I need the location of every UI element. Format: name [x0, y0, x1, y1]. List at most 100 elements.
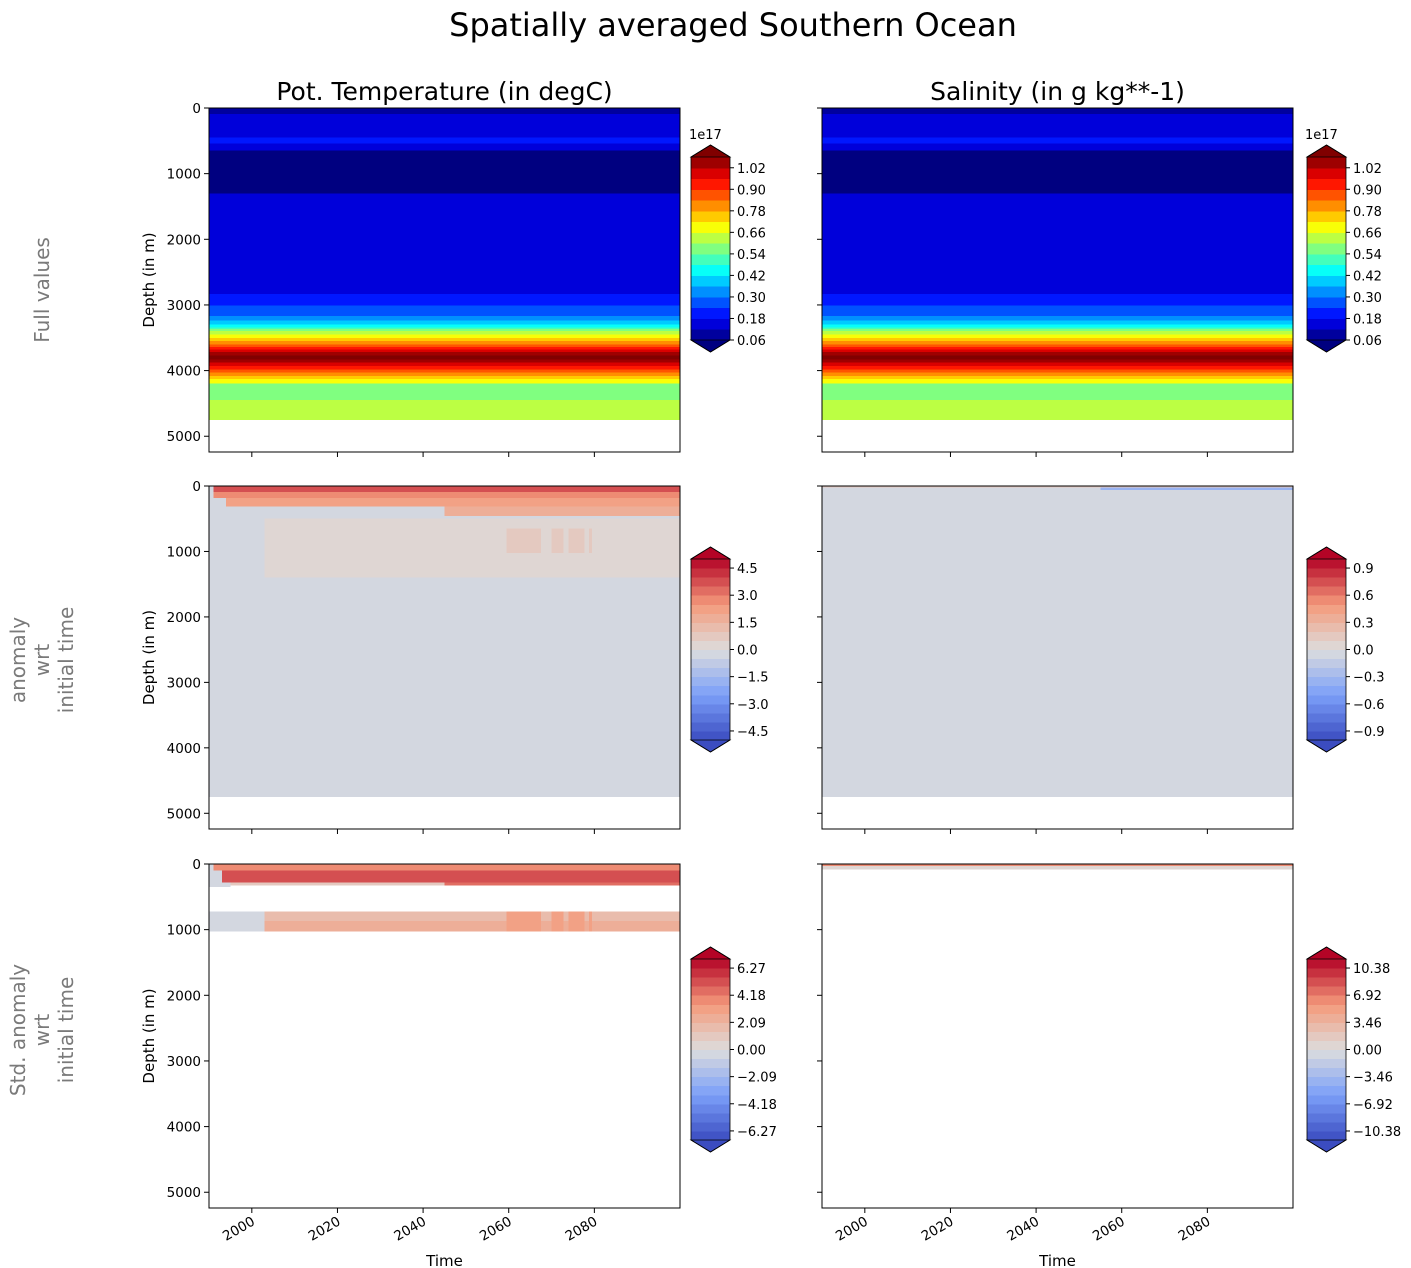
colorbar-extend-min [1305, 739, 1348, 753]
colorbar-band [691, 232, 730, 244]
contour-band [589, 528, 592, 554]
panel-2: 0 1000 2000 3000 4000 5000 Depth (in m) −4.5 −3.… [140, 479, 769, 834]
colorbar-tick-label: 0.54 [1353, 248, 1382, 263]
contour-band [230, 882, 445, 886]
x-tick-label: 2040 [391, 1214, 429, 1245]
colorbar-band [691, 167, 730, 180]
colorbar-extend-max [1305, 144, 1348, 158]
row-label: Full values [30, 237, 54, 343]
colorbar-tick-label: −0.3 [1353, 671, 1385, 686]
row-label: Std. anomalywrtinitial time [6, 964, 78, 1096]
colorbar-band [691, 649, 730, 660]
contour-band [209, 369, 680, 373]
colorbar-band [691, 200, 730, 212]
colorbar-band [691, 577, 730, 587]
contour-band [209, 150, 680, 194]
colorbar-band [1307, 649, 1346, 660]
colorbar-band [1307, 178, 1346, 190]
axes-frame [208, 485, 681, 830]
colorbar-band [691, 1076, 730, 1087]
contour-band [822, 108, 1293, 114]
contour-band [209, 337, 680, 342]
contour-band [213, 486, 680, 492]
contour-band [506, 911, 541, 932]
y-tick-label: 1000 [167, 923, 201, 939]
contour-band [209, 359, 680, 363]
colorbar-tick-label: −4.18 [737, 1098, 777, 1113]
colorbar-band [691, 986, 730, 996]
contour-band [822, 329, 1293, 332]
colorbar-tick-label: 0.0 [1353, 644, 1374, 659]
figure-title: Spatially averaged Southern Ocean [449, 6, 1017, 44]
y-tick-label: 4000 [167, 364, 201, 380]
panels: 0 1000 2000 3000 4000 5000 Pot. Temperature (i… [140, 77, 1401, 1268]
y-axis-label: Depth (in m) [140, 232, 158, 327]
x-tick-label: 2080 [1176, 1214, 1214, 1245]
x-axis-label: Time [425, 1252, 463, 1268]
colorbar-tick-label: 0.78 [737, 205, 766, 220]
colorbar-band [1307, 286, 1346, 298]
colorbar-band [1307, 995, 1346, 1005]
colorbar-tick-label: 4.18 [737, 989, 766, 1004]
colorbar-band [1307, 712, 1346, 723]
contour-band [822, 113, 1293, 138]
colorbar-extend-max [689, 946, 732, 960]
contour-band [209, 362, 680, 366]
colorbar-extend-min [1305, 1139, 1348, 1153]
contour-band [822, 379, 1293, 384]
colorbar-band [1307, 1040, 1346, 1050]
colorbar-band [1307, 307, 1346, 319]
contour-fill [209, 108, 680, 420]
colorbar-offset-label: 1e17 [1305, 128, 1338, 143]
colorbar-band [691, 595, 730, 605]
colorbar-band [1307, 210, 1346, 223]
contour-band [589, 911, 592, 932]
colorbar-tick-label: 0.06 [737, 334, 766, 349]
contour-band [822, 293, 1293, 306]
colorbar-band [1307, 959, 1346, 969]
contour-band [209, 143, 680, 151]
axes-frame [821, 107, 1294, 453]
colorbar-tick-label: 0.66 [1353, 226, 1382, 241]
colorbar-band [1307, 1058, 1346, 1069]
y-tick-label: 3000 [167, 1054, 201, 1070]
contour-band [209, 349, 680, 353]
row-label-line: anomaly [6, 617, 30, 703]
colorbar: −4.5 −3.0 −1.5 0.0 1.5 3.0 4.5 [689, 546, 769, 753]
axes-frame [821, 863, 1294, 1209]
colorbar-band [691, 157, 730, 169]
y-tick-label: 0 [192, 479, 201, 495]
contour-band [209, 372, 680, 376]
colorbar-tick-label: 0.0 [737, 644, 758, 659]
colorbar-band [1307, 1130, 1346, 1141]
panel-0: 0 1000 2000 3000 4000 5000 Pot. Temperature (i… [140, 77, 766, 457]
colorbar-band [691, 694, 730, 705]
colorbar-band [1307, 622, 1346, 632]
contour-band [209, 383, 680, 401]
contour-band [822, 137, 1293, 144]
colorbar-band [691, 275, 730, 287]
colorbar-tick-label: −6.27 [737, 1125, 777, 1140]
contour-band [209, 316, 680, 321]
contour-band [209, 329, 680, 332]
colorbar-band [691, 712, 730, 723]
colorbar-band [691, 631, 730, 641]
contour-band [264, 518, 680, 578]
colorbar-extend-min [1305, 339, 1348, 353]
contour-fill [822, 864, 1293, 870]
colorbar-band [691, 703, 730, 714]
colorbar-tick-label: 10.38 [1353, 962, 1390, 977]
panel-title: Salinity (in g kg**-1) [930, 77, 1185, 106]
colorbar-tick-label: 4.5 [737, 562, 758, 577]
x-tick-label: 2000 [220, 1214, 258, 1245]
colorbar-band [1307, 694, 1346, 705]
colorbar-outline [690, 144, 731, 353]
contour-band [209, 400, 680, 420]
contour-band [551, 911, 564, 932]
colorbar-outline [690, 946, 731, 1153]
colorbar-tick-label: −2.09 [737, 1071, 777, 1086]
colorbar-tick-label: 0.30 [1353, 291, 1382, 306]
colorbar-band [691, 264, 730, 276]
contour-band [1100, 487, 1293, 490]
